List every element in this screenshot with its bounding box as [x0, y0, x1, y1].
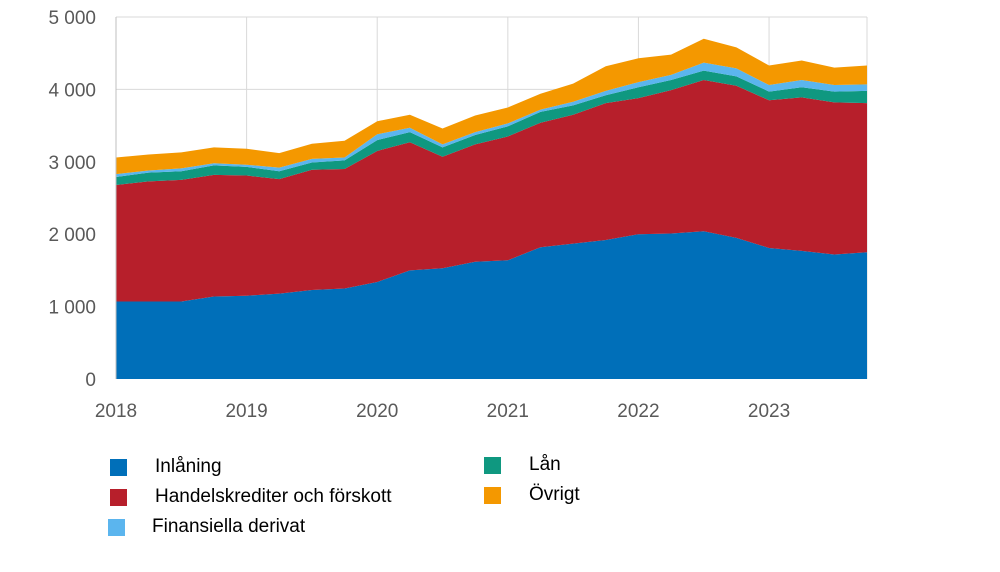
y-tick-label: 3 000: [48, 153, 96, 174]
x-tick-label: 2019: [225, 401, 267, 422]
x-tick-label: 2020: [356, 401, 398, 422]
y-tick-label: 2 000: [48, 225, 96, 246]
legend-swatch: [484, 456, 501, 474]
legend-swatch: [110, 488, 127, 506]
legend-item-finansiella-derivat: Finansiella derivat: [108, 516, 305, 538]
legend-swatch: [108, 518, 125, 536]
legend-label: Handelskrediter och förskott: [155, 486, 392, 507]
x-tick-label: 2023: [748, 401, 790, 422]
legend-item-lan: Lån: [484, 454, 561, 476]
legend-label: Finansiella derivat: [152, 516, 306, 537]
area-handelskrediter-och-förskott: [116, 79, 867, 302]
x-tick-label: 2022: [617, 401, 659, 422]
area-övrigt: [116, 38, 867, 175]
y-tick-label: 0: [85, 370, 96, 391]
x-tick-label: 2018: [95, 401, 137, 422]
legend-swatch: [110, 458, 127, 476]
area-lån: [116, 70, 867, 185]
legend-label: Inlåning: [155, 456, 222, 477]
legend-label: Lån: [529, 454, 561, 475]
legend-item-ovrigt: Övrigt: [484, 484, 580, 506]
legend-swatch: [484, 486, 501, 504]
x-tick-label: 2021: [487, 401, 529, 422]
area-inlåning: [116, 231, 867, 379]
axes: 0 1 000 2 000 3 000 4 000 5 000 2018 2019 2020 20…: [48, 8, 790, 422]
legend-label: Övrigt: [529, 484, 580, 505]
y-tick-label: 4 000: [48, 80, 96, 101]
y-tick-label: 5 000: [48, 8, 96, 29]
area-series: [116, 38, 867, 379]
stacked-area-chart: 0 1 000 2 000 3 000 4 000 5 000 2018 2019 2020 20…: [48, 8, 868, 422]
legend-item-handelskrediter: Handelskrediter och förskott: [110, 486, 392, 508]
legend-item-inlaning: Inlåning: [110, 456, 222, 478]
y-tick-label: 1 000: [48, 298, 96, 319]
